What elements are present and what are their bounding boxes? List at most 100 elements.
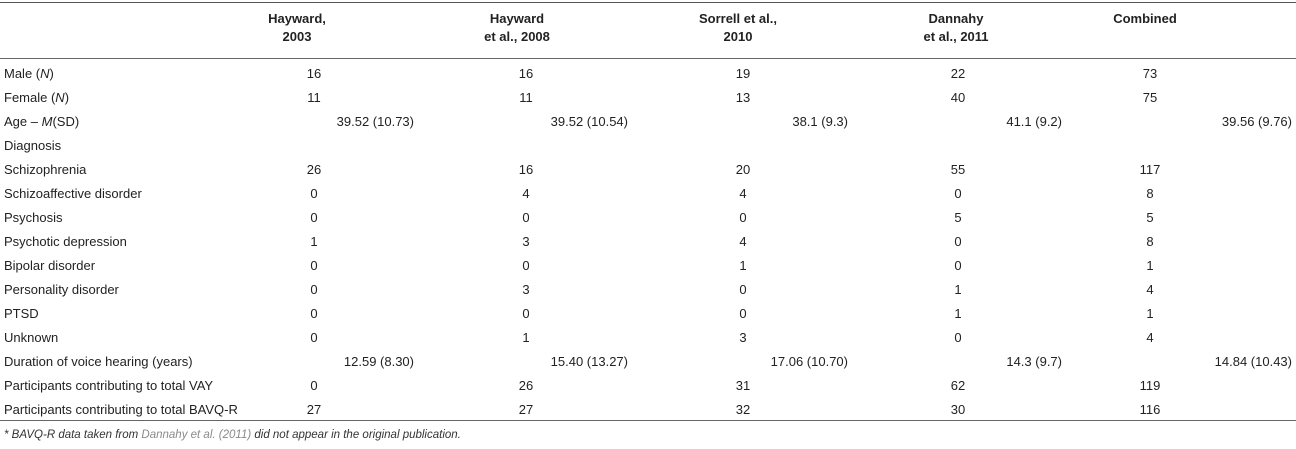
table-cell: 4 — [1146, 330, 1154, 345]
table-cell: 0 — [522, 258, 530, 273]
table-cell: 11 — [519, 90, 533, 105]
table-cell: 117 — [1139, 162, 1161, 177]
table-cell: 20 — [735, 162, 751, 177]
table-cell: 15.40 (13.27) — [550, 354, 628, 369]
table-row: Unknown 0 1 3 0 4 — [0, 326, 1296, 350]
table-cell: 0 — [954, 330, 962, 345]
table-cell: 30 — [950, 402, 966, 417]
table-cell: 0 — [310, 258, 318, 273]
table-cell: 22 — [950, 66, 966, 81]
table-cell: 0 — [310, 306, 318, 321]
row-label: Age – M(SD) — [4, 114, 80, 129]
table-cell: 1 — [1146, 306, 1154, 321]
table-cell: 26 — [306, 162, 322, 177]
table-cell: 0 — [739, 282, 747, 297]
table-cell: 16 — [306, 66, 322, 81]
table-cell: 40 — [950, 90, 966, 105]
row-label: Schizoaffective disorder — [4, 186, 142, 201]
table-row: Diagnosis — [0, 134, 1296, 158]
table-cell: 39.52 (10.73) — [336, 114, 414, 129]
table-row: Schizoaffective disorder 0 4 4 0 8 — [0, 182, 1296, 206]
table-cell: 12.59 (8.30) — [343, 354, 414, 369]
table-cell: 119 — [1139, 378, 1161, 393]
row-label: Schizophrenia — [4, 162, 87, 177]
table-cell: 5 — [1146, 210, 1154, 225]
row-label: Female (N) — [4, 90, 70, 105]
table-cell: 116 — [1139, 402, 1161, 417]
table-cell: 16 — [518, 66, 534, 81]
table-cell: 27 — [518, 402, 534, 417]
table-cell: 27 — [306, 402, 322, 417]
table-cell: 3 — [522, 282, 530, 297]
table-cell: 0 — [310, 210, 318, 225]
table-cell: 1 — [954, 282, 962, 297]
table-cell: 8 — [1146, 234, 1154, 249]
row-label: Duration of voice hearing (years) — [4, 354, 193, 369]
table-row: Bipolar disorder 0 0 1 0 1 — [0, 254, 1296, 278]
table-cell: 0 — [522, 210, 530, 225]
table-cell: 0 — [310, 378, 318, 393]
row-label: Male (N) — [4, 66, 54, 81]
header-col-4: Dannahy et al., 2011 — [923, 11, 989, 44]
table-cell: 32 — [735, 402, 751, 417]
table-cell: 17.06 (10.70) — [770, 354, 848, 369]
table-row: Psychosis 0 0 0 5 5 — [0, 206, 1296, 230]
table-row: PTSD 0 0 0 1 1 — [0, 302, 1296, 326]
header-col-3: Sorrell et al., 2010 — [698, 11, 778, 44]
header-col-2: Hayward et al., 2008 — [484, 11, 550, 44]
table-cell: 11 — [307, 90, 321, 105]
header-bottom-rule — [0, 58, 1296, 59]
table-cell: 3 — [739, 330, 747, 345]
table-cell: 4 — [739, 186, 747, 201]
table-row: Female (N) 11 11 13 40 75 — [0, 86, 1296, 110]
table-cell: 4 — [1146, 282, 1154, 297]
table-cell: 26 — [518, 378, 534, 393]
table-cell: 38.1 (9.3) — [792, 114, 848, 129]
table-cell: 55 — [950, 162, 966, 177]
table-cell: 14.84 (10.43) — [1214, 354, 1292, 369]
table-cell: 1 — [522, 330, 530, 345]
table-cell: 0 — [310, 330, 318, 345]
table-cell: 14.3 (9.7) — [1006, 354, 1062, 369]
table-bottom-rule — [0, 420, 1296, 421]
table-top-rule — [0, 2, 1296, 3]
table-cell: 0 — [739, 210, 747, 225]
row-label: Bipolar disorder — [4, 258, 96, 273]
table-row: Age – M(SD) 39.52 (10.73) 39.52 (10.54) 38.… — [0, 110, 1296, 134]
table-cell: 0 — [310, 186, 318, 201]
table-row: Participants contributing to total BAVQ-… — [0, 398, 1296, 422]
row-label: Participants contributing to total BAVQ-… — [4, 402, 238, 417]
table-cell: 16 — [518, 162, 534, 177]
table-cell: 0 — [739, 306, 747, 321]
table-cell: 62 — [950, 378, 966, 393]
table-footnote: * BAVQ-R data taken from Dannahy et al. … — [4, 429, 461, 441]
table-cell: 1 — [310, 234, 318, 249]
table-cell: 3 — [522, 234, 530, 249]
table-row: Psychotic depression 1 3 4 0 8 — [0, 230, 1296, 254]
table-row: Duration of voice hearing (years) 12.59 (… — [0, 350, 1296, 374]
footnote-reference-link[interactable]: Dannahy et al. (2011) — [141, 429, 252, 441]
table-cell: 39.52 (10.54) — [550, 114, 628, 129]
footnote-text: * BAVQ-R data taken from — [4, 429, 142, 441]
table-cell: 73 — [1142, 66, 1158, 81]
row-label: Unknown — [4, 330, 59, 345]
table-cell: 13 — [735, 90, 751, 105]
table-cell: 0 — [522, 306, 530, 321]
row-label: Psychotic depression — [4, 234, 127, 249]
footnote-text-end: did not appear in the original publicati… — [251, 429, 461, 441]
header-col-5: Combined — [1113, 11, 1177, 26]
table-cell: 39.56 (9.76) — [1221, 114, 1292, 129]
table-cell: 19 — [735, 66, 751, 81]
row-label: PTSD — [4, 306, 39, 321]
table-row: Male (N) 16 16 19 22 73 — [0, 62, 1296, 86]
row-label: Personality disorder — [4, 282, 119, 297]
table-cell: 41.1 (9.2) — [1006, 114, 1062, 129]
table-cell: 5 — [954, 210, 962, 225]
table-cell: 0 — [954, 258, 962, 273]
table-cell: 0 — [310, 282, 318, 297]
table-cell: 31 — [735, 378, 751, 393]
table-row: Participants contributing to total VAY 0 2… — [0, 374, 1296, 398]
table-row: Schizophrenia 26 16 20 55 117 — [0, 158, 1296, 182]
table-cell: 0 — [954, 234, 962, 249]
header-col-1: Hayward, 2003 — [268, 11, 326, 44]
